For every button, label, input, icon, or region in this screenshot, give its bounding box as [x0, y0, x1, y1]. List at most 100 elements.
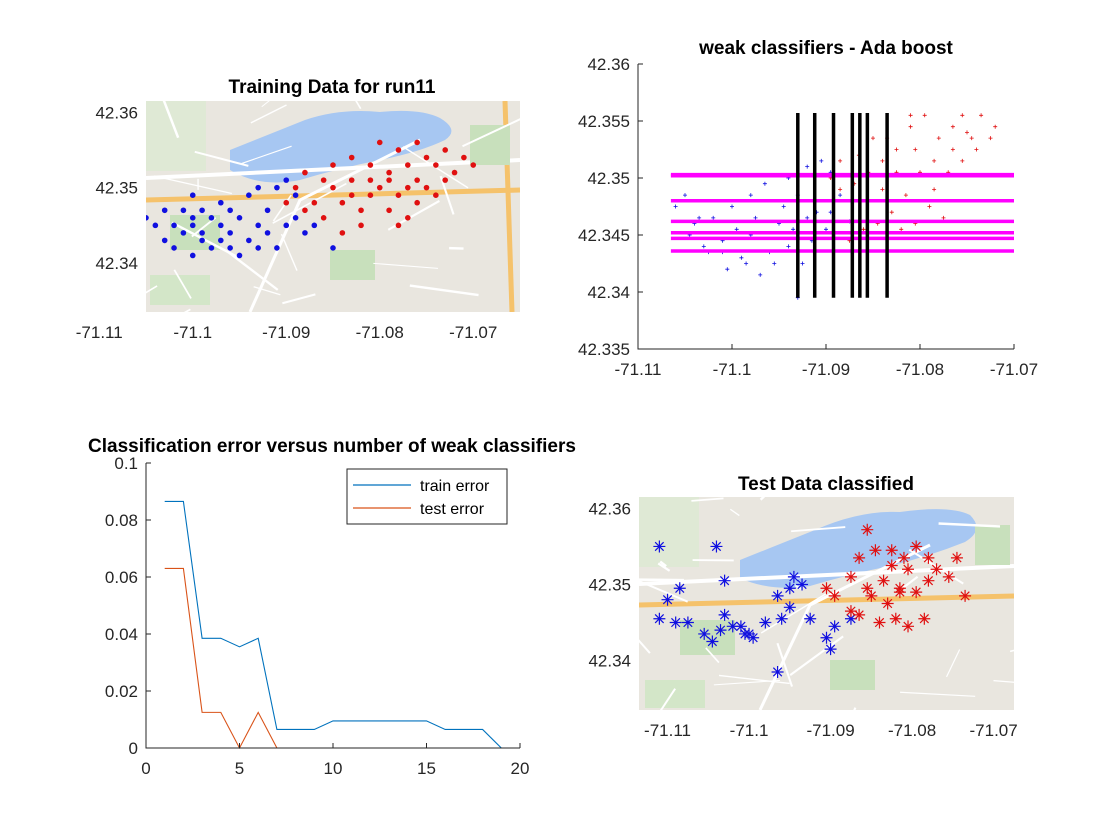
red-training-point [386, 169, 392, 176]
red-training-point [461, 154, 467, 161]
red-training-point [395, 192, 402, 198]
blue-test-star [710, 540, 723, 553]
y-tick-label: 0.06 [105, 568, 138, 587]
blue-test-star [783, 582, 796, 595]
blue-test-star [775, 612, 788, 625]
y-tick-label: 0.1 [114, 454, 138, 473]
red-training-point [376, 184, 383, 191]
blue-training-point [208, 215, 215, 221]
red-test-star [942, 570, 955, 583]
blue-training-point [161, 237, 168, 244]
red-test-star [877, 574, 890, 587]
map-street [191, 216, 217, 238]
map-street [272, 194, 292, 222]
blue-test-star [828, 620, 841, 633]
red-test-star [853, 551, 866, 564]
red-test-star [959, 589, 972, 602]
red-training-point [302, 169, 308, 176]
blue-plus-point [701, 244, 706, 249]
legend-box [346, 468, 508, 525]
map-street [173, 269, 192, 299]
red-test-star [902, 563, 915, 576]
red-test-star [865, 589, 878, 602]
blue-training-point [292, 215, 299, 221]
map-street [355, 101, 362, 110]
map-street [945, 649, 961, 678]
red-plus-point [960, 158, 965, 163]
legend-test-label: test error [420, 501, 485, 518]
x-tick-label: 15 [417, 759, 436, 778]
y-tick-label: 42.335 [578, 340, 630, 359]
blue-training-point [246, 237, 252, 244]
blue-plus-point [838, 193, 843, 198]
map-street [171, 221, 239, 259]
map-street [639, 579, 689, 603]
red-training-point [367, 177, 374, 183]
weak-classifiers-title: weak classifiers - Ada boost [698, 38, 953, 59]
map-street [776, 642, 793, 687]
map-street [659, 688, 676, 710]
y-tick-label: 42.36 [587, 55, 630, 74]
blue-training-point [255, 184, 261, 191]
map-street [659, 560, 667, 568]
red-test-star [873, 616, 886, 629]
red-training-point [302, 207, 308, 214]
red-training-point [433, 192, 439, 198]
red-training-point [348, 177, 355, 183]
y-tick-label: 42.345 [578, 226, 630, 245]
blue-training-point [311, 222, 318, 229]
red-test-star [918, 612, 931, 625]
red-plus-point [838, 158, 843, 163]
red-plus-point [993, 124, 998, 129]
x-tick-label: -71.07 [990, 360, 1038, 379]
blue-training-point [330, 245, 336, 251]
map-street [1009, 649, 1014, 653]
blue-training-point [274, 245, 280, 251]
map-street [791, 526, 846, 533]
blue-training-point [236, 215, 243, 221]
red-test-star [930, 563, 943, 576]
blue-training-point [264, 207, 271, 214]
test-error-line [164, 567, 278, 750]
red-training-point [320, 177, 327, 183]
y-tick-label: 42.355 [578, 112, 630, 131]
blue-test-star [653, 540, 666, 553]
x-tick-label: 5 [235, 759, 244, 778]
red-training-point [423, 184, 430, 191]
red-training-point [283, 199, 290, 206]
y-tick-label: 0.08 [105, 511, 138, 530]
x-tick-label: -71.09 [802, 360, 850, 379]
blue-plus-point [673, 204, 678, 209]
blue-plus-point [805, 215, 810, 220]
blue-training-point [283, 222, 290, 229]
blue-test-star [824, 643, 837, 656]
red-plus-point [988, 136, 993, 141]
blue-training-point [283, 177, 290, 183]
error-panel: Classification error versus number of we… [88, 436, 576, 778]
blue-plus-point [753, 215, 758, 220]
map-street [938, 522, 1001, 528]
training-map-background [146, 101, 520, 312]
test-data-title: Test Data classified [738, 474, 914, 495]
map-street [409, 284, 479, 297]
red-test-star [922, 574, 935, 587]
red-training-point [367, 192, 374, 198]
map-street [760, 592, 828, 634]
red-training-point [320, 215, 327, 221]
x-tick-label: -71.1 [713, 360, 752, 379]
red-plus-point [941, 215, 946, 220]
blue-plus-point [739, 255, 744, 260]
blue-test-star [787, 570, 800, 583]
map-street [729, 508, 740, 517]
red-test-star [885, 544, 898, 557]
red-test-star [910, 540, 923, 553]
x-tick-label: -71.07 [970, 721, 1018, 740]
red-training-point [470, 162, 477, 168]
y-tick-label: 42.35 [587, 169, 630, 188]
blue-plus-point [805, 164, 810, 169]
red-test-star [844, 605, 857, 618]
blue-plus-point [711, 215, 716, 220]
red-training-point [386, 207, 392, 214]
red-plus-point [880, 187, 885, 192]
